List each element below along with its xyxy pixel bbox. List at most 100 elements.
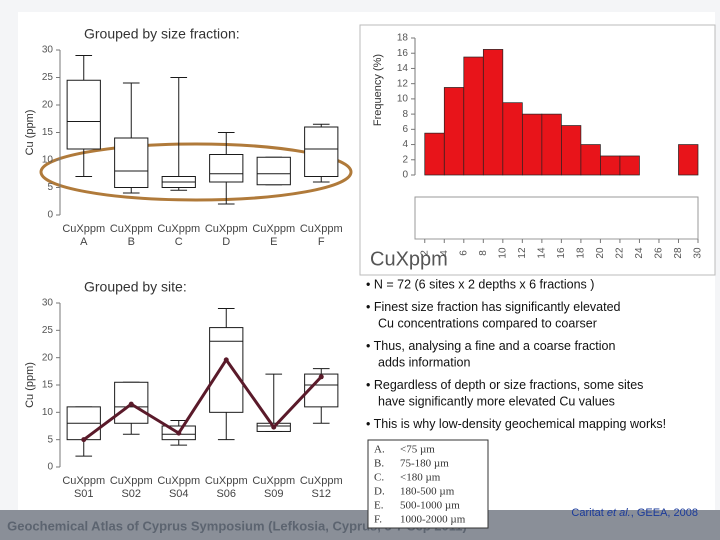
y-tick-label: 4	[402, 139, 408, 150]
legend-letter: C.	[374, 472, 384, 484]
x-tick-label: CuXppm A	[62, 223, 105, 248]
label-line: CuXppm	[62, 475, 105, 487]
label-line: CuXppm	[300, 223, 343, 235]
label-line: D	[222, 236, 230, 248]
y-tick-label: 10	[397, 94, 409, 105]
box	[209, 327, 244, 413]
note-line: Cu concentrations compared to coarser	[378, 316, 597, 330]
legend-size: <75 µm	[400, 444, 435, 456]
line-point	[128, 401, 134, 407]
x-tick-label: CuXppm S06	[205, 475, 248, 500]
x-tick-label: CuXppm B	[110, 223, 153, 248]
y-tick-label: 5	[47, 434, 53, 445]
y-tick-label: 25	[42, 325, 54, 336]
legend-letter: D.	[374, 486, 385, 498]
y-tick-label: 16	[397, 48, 409, 59]
y-tick-label: 18	[397, 33, 409, 44]
chart-title: Grouped by site:	[84, 279, 187, 295]
y-tick-label: 12	[397, 78, 409, 89]
y-tick-label: 6	[402, 124, 408, 135]
y-tick-label: 20	[42, 100, 54, 111]
bar	[502, 102, 523, 176]
highlight-ellipse	[39, 142, 353, 202]
bar	[424, 132, 445, 176]
line-point	[271, 424, 277, 430]
footer-bar	[0, 510, 720, 540]
note-line: adds information	[378, 355, 470, 369]
bar	[482, 49, 504, 176]
y-axis-label: Cu (ppm)	[24, 110, 36, 156]
legend-letter: B.	[374, 458, 384, 470]
bar	[619, 155, 640, 176]
x-tick-label: 10	[497, 247, 508, 259]
y-axis-label: Cu (ppm)	[24, 362, 36, 408]
y-tick-label: 10	[42, 407, 54, 418]
label-line: S01	[74, 488, 94, 500]
y-tick-label: 25	[42, 72, 54, 83]
line-series	[82, 357, 323, 441]
line-point	[223, 357, 229, 363]
bar	[521, 113, 543, 176]
note-line: • N = 72 (6 sites x 2 depths x 6 fractio…	[366, 277, 594, 291]
x-axis-label: CuXppm	[370, 248, 448, 270]
legend-size: <180 µm	[400, 472, 441, 484]
note-line: have significantly more elevated Cu valu…	[378, 394, 615, 408]
x-tick-label: CuXppm S01	[62, 475, 105, 500]
x-tick-label: 20	[595, 247, 606, 259]
label-line: CuXppm	[252, 223, 295, 235]
label-line: CuXppm	[157, 475, 200, 487]
label-line: S04	[169, 488, 189, 500]
line-point	[318, 374, 324, 380]
label-line: E	[270, 236, 277, 248]
citation: Caritat et al., GEEA, 2008	[571, 507, 698, 519]
bar	[443, 87, 465, 176]
x-tick-label: CuXppm S09	[252, 475, 295, 500]
y-tick-label: 8	[402, 109, 408, 120]
note-line: • Regardless of depth or size fractions,…	[366, 378, 643, 392]
x-tick-label: 24	[634, 247, 645, 259]
label-line: CuXppm	[110, 475, 153, 487]
legend-size: 1000-2000 µm	[400, 514, 466, 526]
label-line: S12	[311, 488, 331, 500]
x-tick-label: 2	[419, 250, 430, 256]
y-tick-label: 14	[397, 63, 409, 74]
bar	[580, 144, 601, 176]
line-point	[176, 430, 182, 436]
y-tick-label: 15	[42, 380, 54, 391]
x-tick-label: CuXppm F	[300, 223, 343, 248]
label-line: CuXppm	[300, 475, 343, 487]
y-tick-label: 30	[42, 298, 54, 309]
citation-part: et al.	[607, 507, 631, 519]
y-tick-label: 0	[47, 210, 53, 221]
box	[256, 156, 291, 186]
y-tick-label: 20	[42, 352, 54, 363]
line-point	[81, 437, 87, 443]
label-line: CuXppm	[205, 223, 248, 235]
y-tick-label: 2	[402, 154, 408, 165]
bar	[600, 155, 621, 176]
label-line: CuXppm	[157, 223, 200, 235]
label-line: S02	[121, 488, 141, 500]
label-line: A	[80, 236, 88, 248]
x-tick-label: 18	[576, 247, 587, 259]
x-tick-label: 26	[654, 247, 665, 259]
x-tick-label: CuXppm E	[252, 223, 295, 248]
x-tick-label: CuXppm S04	[157, 475, 200, 500]
label-line: B	[128, 236, 135, 248]
x-tick-label: CuXppm S02	[110, 475, 153, 500]
bar	[541, 113, 562, 176]
y-tick-label: 30	[42, 45, 54, 56]
box	[114, 381, 149, 424]
legend-letter: F.	[374, 514, 382, 526]
x-tick-label: 8	[478, 250, 489, 256]
label-line: CuXppm	[205, 475, 248, 487]
label-line: C	[175, 236, 183, 248]
x-tick-label: 22	[615, 247, 626, 259]
x-tick-label: 30	[693, 247, 704, 259]
bar	[561, 125, 582, 176]
box	[66, 79, 101, 150]
box	[114, 137, 149, 188]
y-tick-label: 15	[42, 127, 54, 138]
x-tick-label: 6	[458, 250, 469, 256]
